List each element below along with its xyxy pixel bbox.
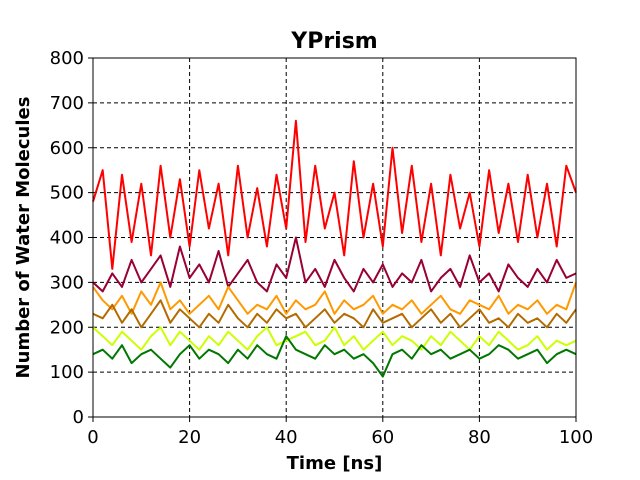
y-tick-label: 300 bbox=[50, 272, 84, 293]
series-line-3 bbox=[92, 281, 577, 315]
x-axis-label: Time [ns] bbox=[287, 453, 383, 474]
x-tick-label: 60 bbox=[371, 427, 394, 448]
series-group bbox=[92, 119, 577, 378]
x-axis-ticks: 0 20 40 60 80 100 bbox=[87, 417, 593, 448]
series-line-6 bbox=[92, 335, 577, 378]
series-line-1 bbox=[92, 119, 577, 270]
x-tick-label: 100 bbox=[559, 427, 593, 448]
y-axis-ticks: 0 100 200 300 400 500 600 700 800 bbox=[50, 48, 93, 428]
y-tick-label: 500 bbox=[50, 183, 84, 204]
x-tick-label: 40 bbox=[275, 427, 298, 448]
y-tick-label: 700 bbox=[50, 93, 84, 114]
y-tick-label: 600 bbox=[50, 138, 84, 159]
series-line-2 bbox=[92, 236, 577, 293]
x-tick-label: 80 bbox=[468, 427, 491, 448]
y-tick-label: 100 bbox=[50, 362, 84, 383]
y-tick-label: 400 bbox=[50, 228, 84, 249]
grid bbox=[93, 58, 576, 417]
y-tick-label: 200 bbox=[50, 317, 84, 338]
x-tick-label: 20 bbox=[178, 427, 201, 448]
y-tick-label: 800 bbox=[50, 48, 84, 69]
y-tick-label: 0 bbox=[73, 407, 84, 428]
series-line-4 bbox=[92, 299, 577, 329]
series-line-5 bbox=[92, 326, 577, 351]
y-axis-label: Number of Water Molecules bbox=[13, 97, 34, 379]
x-tick-label: 0 bbox=[87, 427, 98, 448]
chart-title: YPrism bbox=[290, 29, 377, 54]
